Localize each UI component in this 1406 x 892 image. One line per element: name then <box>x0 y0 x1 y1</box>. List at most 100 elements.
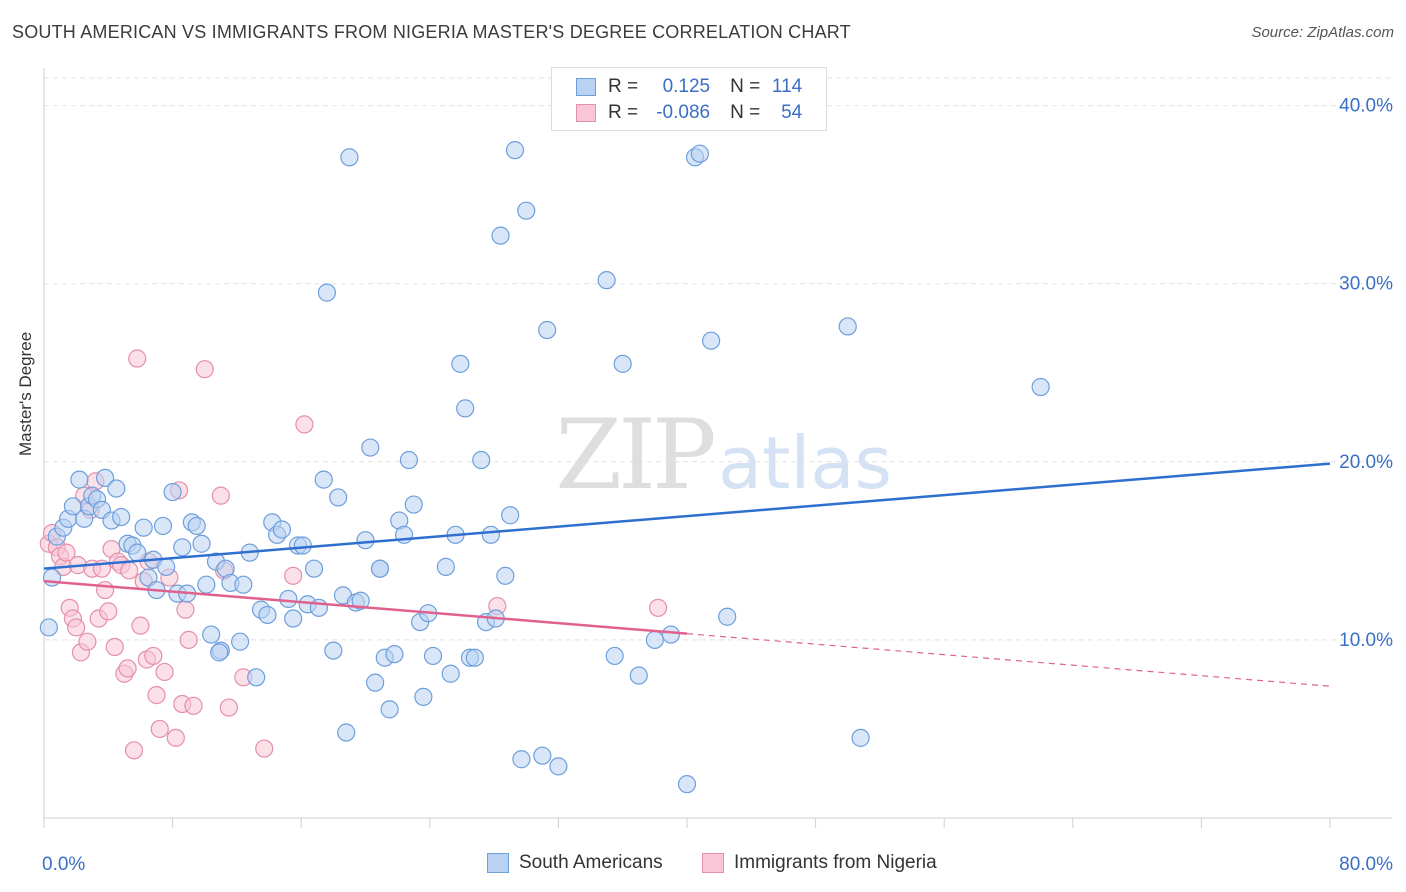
south-americans-point <box>613 354 632 373</box>
south-americans-point <box>851 728 870 747</box>
south-americans-point <box>629 666 648 685</box>
watermark-atlas: atlas <box>718 421 892 505</box>
nigeria-point <box>99 602 118 621</box>
south-americans-point <box>385 645 404 664</box>
nigeria-point <box>57 543 76 562</box>
south-americans-point <box>107 479 126 498</box>
south-americans-point <box>441 664 460 683</box>
south-americans-point <box>549 757 568 776</box>
south-americans-point <box>163 482 182 502</box>
series-south-americans-points <box>39 141 1050 794</box>
n-label: N = <box>730 76 761 97</box>
south-americans-point <box>496 566 515 585</box>
south-americans-point <box>414 687 433 706</box>
south-americans-point <box>210 643 229 662</box>
south-americans-point <box>197 575 216 594</box>
south-americans-point <box>134 518 153 537</box>
tick-labels: 10.0% 20.0% 30.0% 40.0% 0.0% 80.0% <box>42 96 1393 875</box>
legend-label: Immigrants from Nigeria <box>734 852 937 873</box>
south-americans-point <box>128 543 147 562</box>
nigeria-point <box>118 659 137 678</box>
south-americans-point <box>173 538 192 557</box>
trend-lines <box>43 462 1331 687</box>
trend-line-nigeria-dashed <box>686 633 1331 687</box>
south-americans-point <box>356 531 375 550</box>
south-americans-point <box>465 648 484 667</box>
south-americans-point <box>690 144 709 163</box>
south-americans-point <box>380 700 399 719</box>
south-americans-point <box>661 625 681 644</box>
south-americans-point <box>361 438 380 457</box>
south-americans-point <box>838 317 857 336</box>
south-americans-point <box>293 536 312 555</box>
south-americans-point <box>677 775 697 794</box>
stats-row-south-americans: R = 0.125 N = 114 <box>576 74 802 100</box>
nigeria-point <box>124 741 144 760</box>
nigeria-point <box>120 561 139 580</box>
south-americans-point <box>324 641 343 660</box>
nigeria-point <box>128 349 147 368</box>
y-tick-label: 40.0% <box>1339 96 1393 117</box>
stats-row-nigeria: R = -0.086 N = 54 <box>576 100 802 126</box>
south-americans-point <box>533 746 552 765</box>
chart-legend: South Americans Immigrants from Nigeria <box>0 852 1406 878</box>
legend-label: South Americans <box>519 852 663 873</box>
n-label: N = <box>730 102 761 123</box>
legend-item-nigeria: Immigrants from Nigeria <box>702 852 937 874</box>
nigeria-point <box>184 696 203 715</box>
nigeria-point <box>648 598 668 617</box>
pink-swatch-icon <box>576 104 596 122</box>
south-americans-point <box>284 609 303 628</box>
south-americans-point <box>317 283 337 302</box>
correlation-stats-box: R = 0.125 N = 114 R = -0.086 N = 54 <box>551 67 827 131</box>
south-americans-point <box>501 506 520 525</box>
source-credit: Source: ZipAtlas.com <box>1251 24 1394 41</box>
nigeria-point <box>78 632 97 651</box>
n-value: 54 <box>781 102 803 123</box>
watermark-zip: ZIP <box>555 399 714 511</box>
axes <box>43 68 1392 828</box>
south-americans-point <box>702 331 721 350</box>
nigeria-point <box>166 728 185 747</box>
south-americans-point <box>272 520 292 539</box>
y-axis-title: Master's Degree <box>16 331 35 456</box>
n-value: 114 <box>771 76 803 97</box>
south-americans-point <box>337 723 356 742</box>
south-americans-point <box>1031 377 1050 397</box>
south-americans-point <box>491 226 510 245</box>
south-americans-point <box>399 450 419 470</box>
nigeria-point <box>131 616 150 635</box>
x-tick-label: 0.0% <box>42 854 85 875</box>
south-americans-point <box>517 201 536 220</box>
south-americans-point <box>645 630 664 650</box>
nigeria-point <box>155 662 174 682</box>
nigeria-point <box>195 360 214 379</box>
south-americans-point <box>538 320 557 340</box>
south-americans-point <box>202 625 221 644</box>
south-americans-point <box>247 668 266 687</box>
blue-swatch-icon <box>576 78 596 96</box>
south-americans-point <box>153 516 173 536</box>
south-americans-point <box>456 399 475 418</box>
south-americans-point <box>187 516 206 536</box>
chart-title: SOUTH AMERICAN VS IMMIGRANTS FROM NIGERI… <box>12 22 851 42</box>
south-americans-point <box>95 468 115 487</box>
nigeria-point <box>179 630 198 650</box>
south-americans-point <box>234 575 253 594</box>
south-americans-point <box>472 450 491 470</box>
nigeria-point <box>255 739 274 758</box>
south-americans-point <box>39 618 58 637</box>
south-americans-point <box>314 470 333 489</box>
south-americans-point <box>605 646 624 666</box>
nigeria-point <box>176 600 195 619</box>
trend-line-nigeria <box>43 579 688 635</box>
south-americans-point <box>718 607 737 626</box>
south-americans-point <box>512 750 531 769</box>
south-americans-point <box>370 559 390 578</box>
south-americans-point <box>481 525 500 544</box>
south-americans-point <box>436 557 455 576</box>
y-tick-label: 30.0% <box>1339 274 1393 295</box>
south-americans-point <box>258 605 277 625</box>
south-americans-point <box>597 271 616 290</box>
